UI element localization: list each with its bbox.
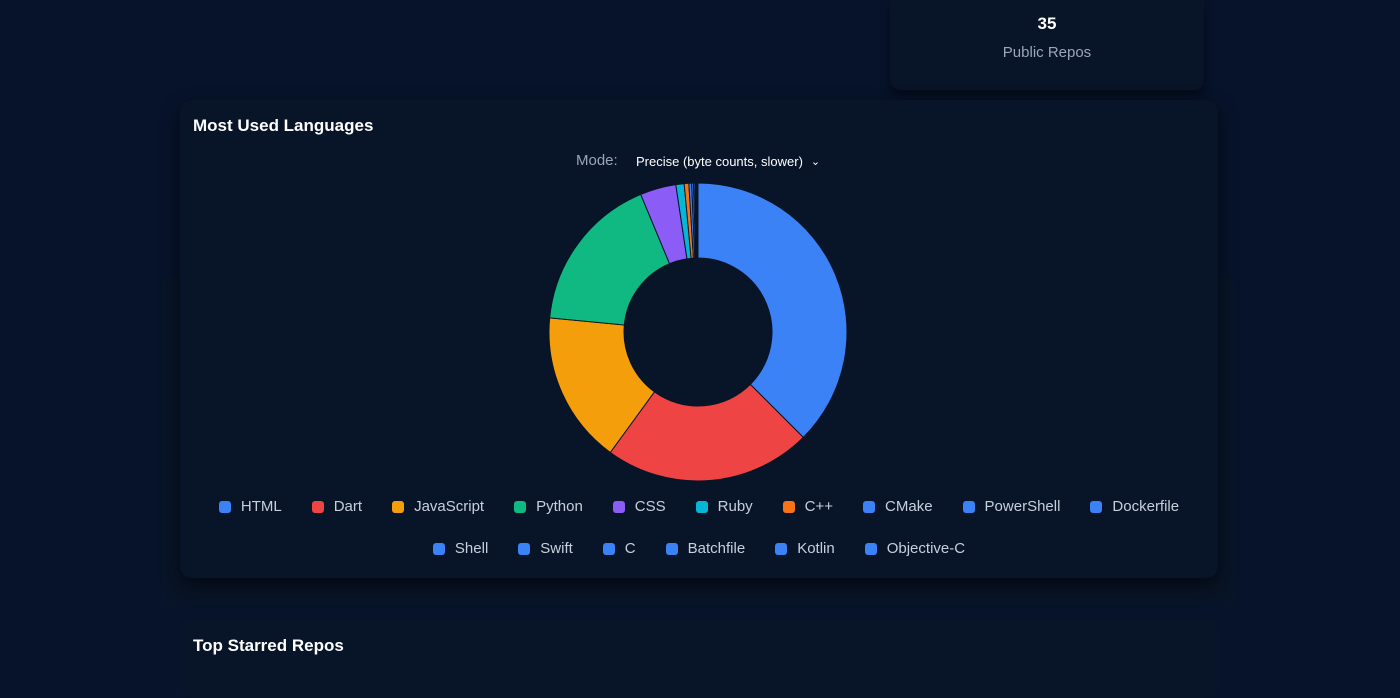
legend-label: HTML (241, 498, 282, 515)
chart-legend-row-2: Shell Swift C Batchfile Kotlin Objective-C (180, 540, 1218, 557)
public-repos-label: Public Repos (890, 44, 1204, 61)
languages-card: Most Used Languages Mode: Precise (byte … (180, 100, 1218, 578)
legend-item-objective-c[interactable]: Objective-C (865, 540, 965, 557)
legend-swatch (518, 543, 530, 555)
legend-label: CMake (885, 498, 933, 515)
legend-label: PowerShell (985, 498, 1061, 515)
legend-swatch (863, 501, 875, 513)
public-repos-count: 35 (890, 14, 1204, 34)
legend-item-c-[interactable]: C++ (783, 498, 833, 515)
legend-swatch (392, 501, 404, 513)
legend-swatch (219, 501, 231, 513)
legend-swatch (696, 501, 708, 513)
legend-swatch (312, 501, 324, 513)
top-starred-title: Top Starred Repos (193, 636, 344, 656)
legend-swatch (433, 543, 445, 555)
legend-label: Batchfile (688, 540, 746, 557)
legend-label: Swift (540, 540, 573, 557)
legend-swatch (613, 501, 625, 513)
legend-item-batchfile[interactable]: Batchfile (666, 540, 746, 557)
mode-label: Mode: (576, 152, 618, 169)
legend-swatch (603, 543, 615, 555)
legend-label: CSS (635, 498, 666, 515)
top-starred-card: Top Starred Repos (180, 618, 1218, 698)
languages-card-title: Most Used Languages (193, 116, 373, 136)
legend-label: Kotlin (797, 540, 835, 557)
legend-label: Dart (334, 498, 362, 515)
donut-slice-html[interactable] (698, 183, 847, 437)
legend-item-dart[interactable]: Dart (312, 498, 362, 515)
legend-item-powershell[interactable]: PowerShell (963, 498, 1061, 515)
public-repos-stat-card: 35 Public Repos (890, 0, 1204, 90)
legend-item-javascript[interactable]: JavaScript (392, 498, 484, 515)
legend-swatch (514, 501, 526, 513)
legend-item-dockerfile[interactable]: Dockerfile (1090, 498, 1179, 515)
mode-select-value: Precise (byte counts, slower) (636, 154, 803, 169)
legend-item-c[interactable]: C (603, 540, 636, 557)
chevron-down-icon: ⌄ (811, 155, 820, 168)
legend-label: Dockerfile (1112, 498, 1179, 515)
legend-swatch (1090, 501, 1102, 513)
legend-label: Shell (455, 540, 488, 557)
legend-item-python[interactable]: Python (514, 498, 583, 515)
legend-item-ruby[interactable]: Ruby (696, 498, 753, 515)
mode-select[interactable]: Precise (byte counts, slower) ⌄ (636, 150, 820, 172)
legend-swatch (783, 501, 795, 513)
legend-label: Ruby (718, 498, 753, 515)
legend-swatch (666, 543, 678, 555)
legend-label: Python (536, 498, 583, 515)
legend-item-shell[interactable]: Shell (433, 540, 488, 557)
legend-label: C (625, 540, 636, 557)
legend-item-kotlin[interactable]: Kotlin (775, 540, 835, 557)
chart-legend-row-1: HTML Dart JavaScript Python CSS Ruby C++ CMake P… (180, 498, 1218, 515)
legend-label: C++ (805, 498, 833, 515)
legend-swatch (775, 543, 787, 555)
legend-swatch (865, 543, 877, 555)
legend-swatch (963, 501, 975, 513)
legend-item-cmake[interactable]: CMake (863, 498, 933, 515)
legend-item-css[interactable]: CSS (613, 498, 666, 515)
legend-label: Objective-C (887, 540, 965, 557)
languages-donut-chart (548, 182, 848, 482)
legend-label: JavaScript (414, 498, 484, 515)
legend-item-swift[interactable]: Swift (518, 540, 573, 557)
legend-item-html[interactable]: HTML (219, 498, 282, 515)
